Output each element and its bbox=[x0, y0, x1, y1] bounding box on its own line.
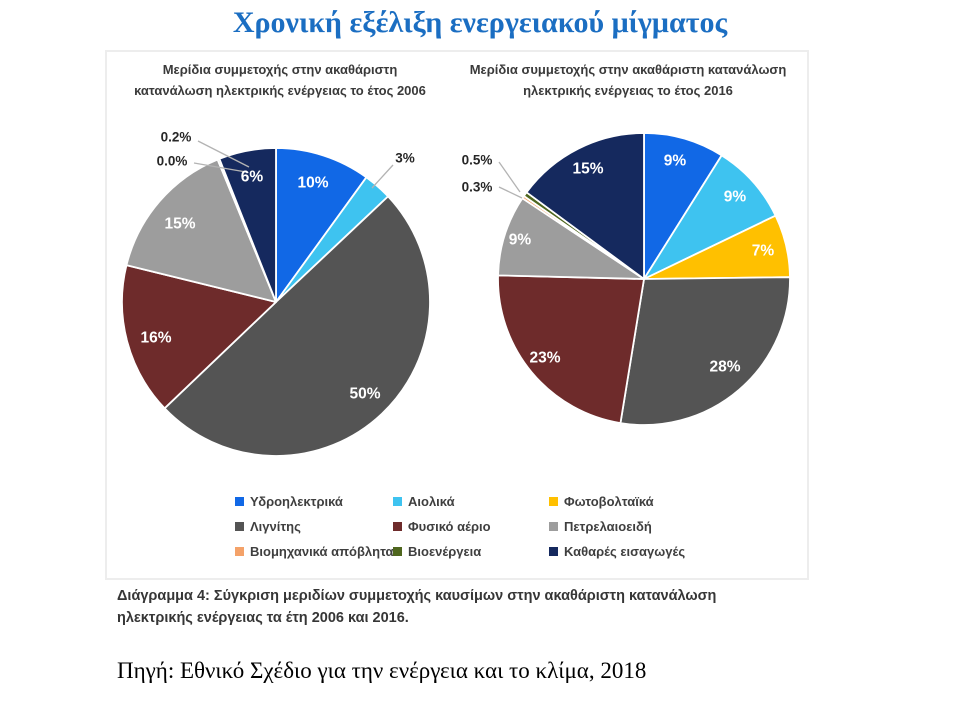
pie-slice-4 bbox=[121, 264, 277, 410]
leader-line-6 bbox=[498, 186, 523, 199]
pie-label-7: 0.5% bbox=[462, 153, 493, 168]
pie-slice-5 bbox=[125, 158, 277, 303]
pie-2016-title-line2: ηλεκτρικής ενέργειας το έτος 2016 bbox=[523, 83, 733, 98]
legend-item-3: Λιγνίτης bbox=[235, 517, 393, 536]
legend-label: Βιοενέργεια bbox=[408, 544, 482, 559]
legend: Υδροηλεκτρικά Αιολικά Φωτοβολταϊκά Λιγνίτης… bbox=[235, 492, 685, 561]
pie-label-8: 15% bbox=[572, 161, 603, 178]
pie-label-3: 50% bbox=[349, 386, 380, 403]
pie-slice-5 bbox=[497, 197, 645, 280]
pie-2006-title-line1: Μερίδια συμμετοχής στην ακαθάριστη bbox=[162, 62, 398, 77]
legend-swatch-icon bbox=[235, 547, 244, 556]
pie-label-5: 9% bbox=[509, 232, 532, 249]
legend-label: Πετρελαιοειδή bbox=[564, 519, 652, 534]
pie-slice-8 bbox=[218, 147, 277, 303]
pie-label-6: 0.3% bbox=[462, 180, 493, 195]
pie-label-0: 10% bbox=[297, 175, 328, 192]
pie-2016-title: Μερίδια συμμετοχής στην ακαθάριστη καταν… bbox=[452, 59, 804, 101]
pie-label-1: 9% bbox=[724, 189, 747, 206]
legend-swatch-icon bbox=[549, 547, 558, 556]
legend-swatch-icon bbox=[549, 497, 558, 506]
legend-item-6: Βιομηχανικά απόβλητα bbox=[235, 542, 394, 561]
pie-slice-0 bbox=[275, 147, 368, 303]
legend-swatch-icon bbox=[235, 522, 244, 531]
legend-swatch-icon bbox=[235, 497, 244, 506]
pie-label-3: 28% bbox=[709, 359, 740, 376]
legend-swatch-icon bbox=[393, 497, 402, 506]
legend-swatch-icon bbox=[549, 522, 558, 531]
pie-label-8: 6% bbox=[241, 169, 264, 186]
legend-item-8: Καθαρές εισαγωγές bbox=[549, 542, 685, 561]
legend-item-2: Φωτοβολταϊκά bbox=[549, 492, 685, 511]
legend-label: Υδροηλεκτρικά bbox=[250, 494, 343, 509]
pie-label-6: 0.0% bbox=[157, 154, 188, 169]
pie-chart-2006: 10% 3% 50% 16% 15% 0.0% 0.2% 6% bbox=[121, 130, 431, 457]
pie-chart-2016: 9% 9% 7% 28% 23% 9% 0.3% 0.5% 15% bbox=[462, 132, 791, 426]
leader-line-7 bbox=[197, 140, 250, 168]
pie-slice-3 bbox=[619, 276, 791, 426]
legend-item-0: Υδροηλεκτρικά bbox=[235, 492, 393, 511]
pie-label-2: 7% bbox=[752, 243, 775, 260]
chart-panel: Μερίδια συμμετοχής στην ακαθάριστη καταν… bbox=[105, 50, 809, 580]
legend-swatch-icon bbox=[393, 522, 402, 531]
pie-label-0: 9% bbox=[664, 153, 687, 170]
pie-slice-0 bbox=[643, 132, 723, 280]
leader-line-7 bbox=[498, 161, 521, 193]
legend-item-4: Φυσικό αέριο bbox=[393, 517, 549, 536]
legend-label: Φωτοβολταϊκά bbox=[564, 494, 654, 509]
pie-label-7: 0.2% bbox=[161, 130, 192, 145]
leader-line-1 bbox=[371, 164, 394, 189]
legend-label: Αιολικά bbox=[408, 494, 455, 509]
legend-label: Λιγνίτης bbox=[250, 519, 301, 534]
legend-label: Καθαρές εισαγωγές bbox=[564, 544, 686, 559]
pie-slice-8 bbox=[525, 132, 645, 280]
pie-label-4: 23% bbox=[529, 350, 560, 367]
legend-label: Φυσικό αέριο bbox=[408, 519, 491, 534]
pie-2006-title: Μερίδια συμμετοχής στην ακαθάριστη καταν… bbox=[115, 59, 445, 101]
page-title: Χρονική εξέλιξη ενεργειακού μίγματος bbox=[232, 6, 728, 39]
pie-slice-4 bbox=[497, 274, 645, 424]
legend-swatch-icon bbox=[393, 547, 402, 556]
figure-caption: Διάγραμμα 4: Σύγκριση μεριδίων συμμετοχή… bbox=[117, 588, 717, 626]
pie-label-1: 3% bbox=[395, 151, 415, 166]
legend-item-5: Πετρελαιοειδή bbox=[549, 517, 685, 536]
legend-item-1: Αιολικά bbox=[393, 492, 549, 511]
pie-label-4: 16% bbox=[140, 330, 171, 347]
pie-2006-title-line2: κατανάλωση ηλεκτρικής ενέργειας το έτος … bbox=[134, 83, 426, 98]
leader-line-6 bbox=[193, 162, 247, 173]
legend-item-7: Βιοενέργεια bbox=[393, 542, 549, 561]
pie-label-5: 15% bbox=[164, 216, 195, 233]
legend-label: Βιομηχανικά απόβλητα bbox=[250, 544, 394, 559]
pie-2016-title-line1: Μερίδια συμμετοχής στην ακαθάριστη καταν… bbox=[469, 62, 787, 77]
pie-slice-3 bbox=[163, 195, 431, 457]
source-note: Πηγή: Εθνικό Σχέδιο για την ενέργεια και… bbox=[117, 658, 647, 683]
pie-slice-1 bbox=[643, 154, 777, 280]
